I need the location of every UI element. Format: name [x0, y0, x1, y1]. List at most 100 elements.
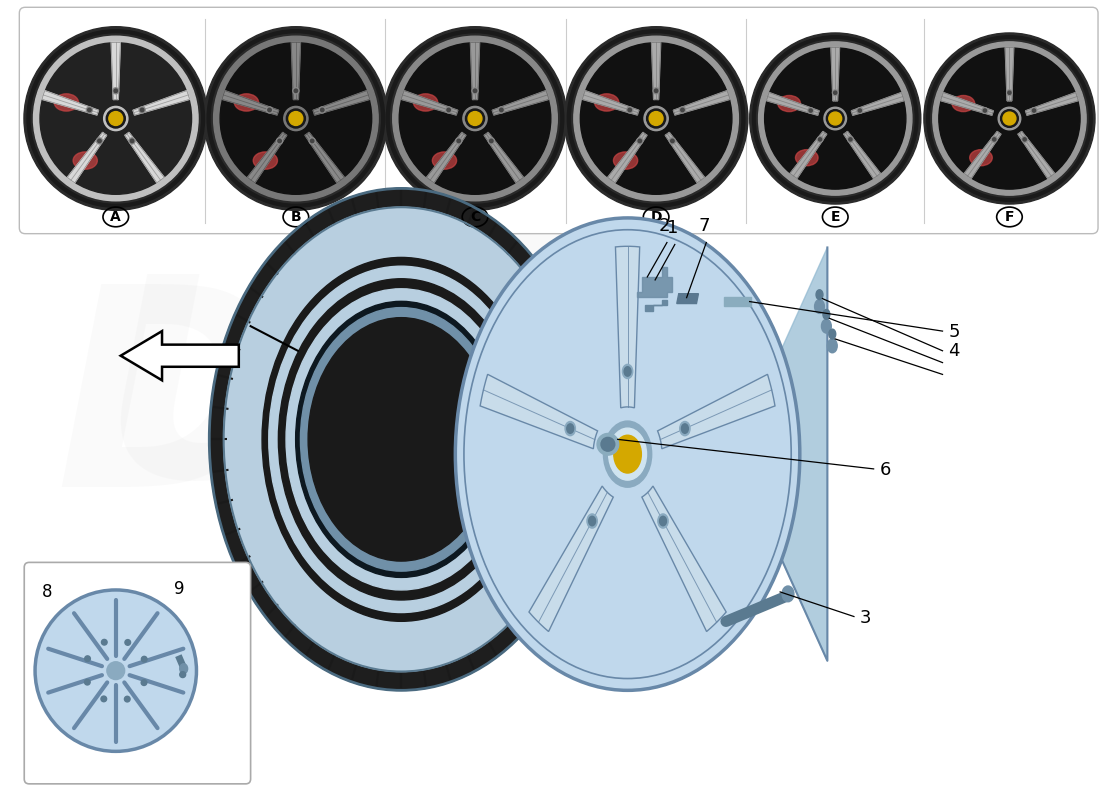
Polygon shape — [844, 131, 880, 178]
Ellipse shape — [926, 36, 1092, 202]
Polygon shape — [111, 42, 120, 100]
Ellipse shape — [604, 421, 651, 487]
Text: D: D — [300, 157, 601, 506]
Ellipse shape — [289, 111, 302, 126]
Ellipse shape — [319, 107, 326, 113]
Ellipse shape — [107, 109, 125, 128]
Ellipse shape — [588, 516, 595, 526]
Text: 2: 2 — [658, 217, 670, 234]
Ellipse shape — [139, 107, 145, 113]
Ellipse shape — [114, 89, 118, 93]
Text: E: E — [830, 210, 840, 224]
Ellipse shape — [998, 107, 1021, 130]
Polygon shape — [1018, 131, 1055, 178]
Text: D: D — [650, 210, 662, 224]
Ellipse shape — [179, 672, 186, 678]
Ellipse shape — [130, 139, 134, 142]
Ellipse shape — [750, 33, 921, 204]
Text: 4: 4 — [948, 342, 960, 360]
Ellipse shape — [276, 138, 283, 144]
Ellipse shape — [568, 30, 745, 207]
Polygon shape — [305, 132, 344, 182]
Ellipse shape — [463, 106, 487, 130]
Ellipse shape — [1023, 138, 1026, 141]
Ellipse shape — [101, 639, 107, 645]
Ellipse shape — [205, 26, 387, 210]
Ellipse shape — [179, 664, 188, 674]
Ellipse shape — [826, 110, 844, 127]
Ellipse shape — [98, 139, 101, 142]
Ellipse shape — [581, 42, 732, 194]
Ellipse shape — [824, 107, 847, 130]
Ellipse shape — [310, 139, 314, 142]
Ellipse shape — [54, 94, 78, 111]
Ellipse shape — [810, 109, 812, 112]
Ellipse shape — [234, 94, 258, 111]
Text: 3: 3 — [860, 610, 871, 627]
Ellipse shape — [262, 258, 540, 622]
Ellipse shape — [818, 138, 822, 141]
Polygon shape — [582, 90, 639, 115]
Ellipse shape — [309, 138, 316, 144]
Ellipse shape — [828, 112, 842, 125]
Ellipse shape — [399, 42, 551, 194]
Polygon shape — [940, 93, 993, 115]
Polygon shape — [471, 42, 480, 100]
Ellipse shape — [671, 139, 674, 142]
Polygon shape — [1025, 93, 1078, 115]
Ellipse shape — [614, 435, 641, 473]
Ellipse shape — [953, 95, 975, 112]
Ellipse shape — [649, 111, 663, 126]
Ellipse shape — [296, 302, 507, 578]
Polygon shape — [67, 132, 107, 182]
Polygon shape — [222, 90, 278, 115]
Ellipse shape — [414, 94, 438, 111]
Polygon shape — [673, 90, 730, 115]
Text: 1: 1 — [668, 218, 679, 237]
Ellipse shape — [595, 94, 619, 111]
Polygon shape — [480, 374, 597, 449]
Ellipse shape — [924, 33, 1094, 204]
Ellipse shape — [638, 139, 641, 142]
Ellipse shape — [455, 218, 800, 690]
Ellipse shape — [1003, 112, 1016, 125]
Ellipse shape — [982, 108, 988, 114]
Polygon shape — [125, 132, 164, 182]
Polygon shape — [248, 132, 287, 182]
Ellipse shape — [253, 152, 277, 170]
Polygon shape — [676, 294, 698, 303]
Ellipse shape — [85, 679, 90, 685]
Ellipse shape — [103, 106, 128, 130]
Ellipse shape — [488, 138, 494, 144]
Ellipse shape — [300, 308, 502, 571]
Ellipse shape — [564, 26, 748, 210]
Ellipse shape — [35, 590, 197, 751]
Ellipse shape — [472, 88, 478, 94]
Ellipse shape — [627, 107, 632, 113]
Ellipse shape — [101, 696, 107, 702]
Polygon shape — [292, 42, 300, 100]
Ellipse shape — [647, 109, 666, 128]
Ellipse shape — [1022, 137, 1027, 142]
Ellipse shape — [574, 36, 738, 201]
Ellipse shape — [446, 107, 452, 113]
Ellipse shape — [828, 329, 836, 339]
Ellipse shape — [24, 26, 208, 210]
Polygon shape — [767, 93, 820, 115]
Text: 9: 9 — [175, 580, 185, 598]
Ellipse shape — [778, 95, 801, 112]
Ellipse shape — [807, 108, 814, 114]
Polygon shape — [724, 297, 750, 306]
Polygon shape — [851, 93, 904, 115]
Ellipse shape — [125, 640, 131, 646]
Polygon shape — [642, 486, 726, 631]
Ellipse shape — [85, 656, 90, 662]
Text: C: C — [470, 210, 480, 224]
Ellipse shape — [473, 89, 476, 93]
Ellipse shape — [624, 366, 631, 376]
Polygon shape — [133, 90, 189, 115]
Ellipse shape — [681, 108, 684, 112]
Ellipse shape — [107, 662, 124, 679]
Ellipse shape — [294, 89, 298, 93]
Polygon shape — [790, 131, 827, 178]
